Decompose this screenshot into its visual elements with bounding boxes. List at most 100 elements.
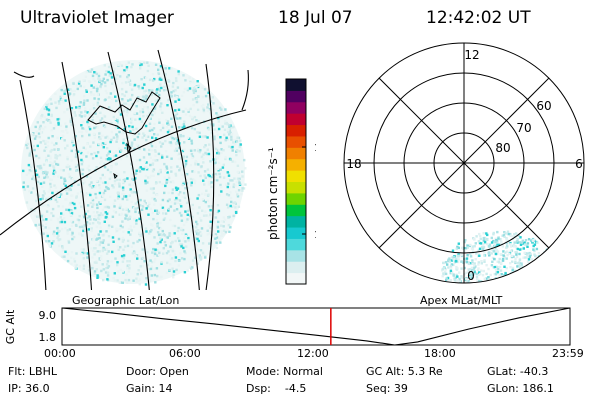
disk-pixel xyxy=(148,117,151,120)
polar-pixel xyxy=(498,257,501,261)
polar-pixel xyxy=(527,289,529,290)
disk-pixel xyxy=(177,70,180,73)
disk-pixel xyxy=(89,184,92,188)
polar-pixel xyxy=(511,278,514,281)
polar-pixel xyxy=(495,279,498,283)
polar-plot-label: Apex MLat/MLT xyxy=(420,294,503,307)
disk-pixel xyxy=(102,234,105,237)
polar-pixel xyxy=(524,239,528,242)
disk-pixel xyxy=(169,180,172,184)
disk-pixel xyxy=(196,149,200,153)
disk-pixel xyxy=(206,106,209,109)
disk-pixel xyxy=(192,120,195,123)
disk-pixel xyxy=(51,191,54,195)
disk-pixel xyxy=(132,225,136,228)
disk-pixel xyxy=(201,251,205,255)
polar-pixel xyxy=(454,287,456,289)
mlat-label-80: 80 xyxy=(495,141,510,155)
polar-pixel xyxy=(527,273,531,276)
disk-pixel xyxy=(141,248,144,251)
disk-pixel xyxy=(164,150,168,153)
disk-pixel xyxy=(197,163,200,166)
disk-pixel xyxy=(202,109,206,112)
disk-pixel xyxy=(167,176,171,179)
polar-pixel xyxy=(543,267,546,271)
disk-pixel xyxy=(179,135,182,138)
disk-pixel xyxy=(56,163,60,166)
disk-pixel xyxy=(60,218,64,222)
disk-pixel xyxy=(196,148,200,151)
disk-pixel xyxy=(195,243,198,247)
disk-pixel xyxy=(154,209,157,212)
disk-pixel xyxy=(151,79,155,82)
disk-pixel xyxy=(173,149,177,153)
polar-pixel xyxy=(496,271,500,274)
disk-pixel xyxy=(86,99,89,102)
mlat-label-70: 70 xyxy=(516,121,531,135)
disk-pixel xyxy=(46,140,50,144)
polar-pixel xyxy=(512,284,514,286)
disk-pixel xyxy=(175,208,179,211)
disk-pixel xyxy=(93,270,97,273)
polar-pixel xyxy=(545,266,548,269)
disk-pixel xyxy=(95,225,98,228)
polar-pixel xyxy=(524,266,527,270)
polar-pixel xyxy=(527,272,530,275)
disk-pixel xyxy=(149,142,153,145)
polar-pixel xyxy=(481,285,483,287)
status-glon: GLon: 186.1 xyxy=(487,382,554,395)
disk-pixel xyxy=(215,236,219,239)
disk-pixel xyxy=(156,88,159,91)
disk-pixel xyxy=(45,156,48,159)
polar-pixel xyxy=(532,270,535,273)
disk-pixel xyxy=(52,232,55,236)
disk-pixel xyxy=(109,72,112,75)
disk-pixel xyxy=(180,257,184,260)
disk-pixel xyxy=(228,129,231,133)
disk-pixel xyxy=(143,61,146,64)
polar-pixel xyxy=(455,283,457,285)
disk-pixel xyxy=(70,256,73,259)
polar-pixel xyxy=(516,265,519,268)
disk-pixel xyxy=(227,182,230,185)
disk-pixel xyxy=(148,153,151,156)
disk-pixel xyxy=(138,231,141,234)
disk-pixel xyxy=(96,211,99,214)
disk-pixel xyxy=(28,154,31,157)
disk-pixel xyxy=(95,154,98,158)
polar-pixel xyxy=(505,242,509,245)
disk-pixel xyxy=(38,223,41,226)
disk-pixel xyxy=(103,220,106,223)
polar-pixel xyxy=(490,241,494,244)
disk-pixel xyxy=(104,141,108,145)
disk-pixel xyxy=(97,77,100,80)
disk-pixel xyxy=(174,259,177,263)
polar-pixel xyxy=(547,258,550,261)
disk-pixel xyxy=(101,213,104,217)
disk-pixel xyxy=(89,201,93,205)
disk-pixel xyxy=(157,172,160,176)
disk-pixel xyxy=(191,78,195,81)
disk-pixel xyxy=(111,82,114,85)
disk-pixel xyxy=(86,243,89,246)
mlt-diagonal xyxy=(378,77,550,249)
polar-pixel xyxy=(524,275,527,278)
disk-pixel xyxy=(57,238,60,242)
disk-pixel xyxy=(51,207,55,211)
polar-pixel xyxy=(451,288,453,290)
polar-pixel xyxy=(530,258,534,261)
disk-pixel xyxy=(50,129,53,132)
disk-pixel xyxy=(44,142,47,145)
disk-pixel xyxy=(185,155,189,159)
disk-pixel xyxy=(55,200,59,204)
colorbar-cell xyxy=(286,181,306,194)
polar-pixel xyxy=(499,286,501,288)
polar-pixel xyxy=(446,276,450,280)
disk-pixel xyxy=(215,209,218,213)
disk-pixel xyxy=(138,283,141,286)
disk-pixel xyxy=(137,85,140,88)
disk-pixel xyxy=(116,228,119,231)
disk-pixel xyxy=(131,167,134,170)
polar-pixel xyxy=(476,272,479,276)
disk-pixel xyxy=(97,221,100,224)
